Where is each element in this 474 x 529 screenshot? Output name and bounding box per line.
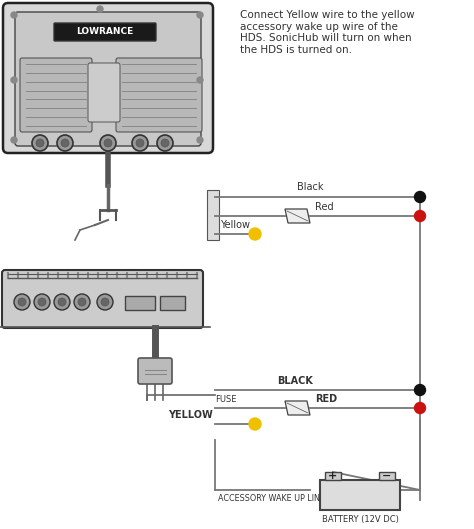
FancyBboxPatch shape (54, 23, 156, 41)
Circle shape (249, 228, 261, 240)
Circle shape (249, 418, 261, 430)
Text: BLACK: BLACK (277, 376, 313, 386)
Circle shape (136, 139, 144, 147)
Bar (320, 480, 400, 510)
FancyBboxPatch shape (3, 3, 213, 153)
Bar (325, 472, 341, 480)
Circle shape (74, 294, 90, 310)
Circle shape (11, 137, 17, 143)
FancyBboxPatch shape (20, 58, 92, 132)
Circle shape (157, 135, 173, 151)
FancyBboxPatch shape (88, 63, 120, 122)
Polygon shape (285, 401, 310, 415)
Circle shape (414, 403, 426, 414)
Bar (160, 296, 185, 310)
Text: Red: Red (315, 202, 334, 212)
Circle shape (11, 77, 17, 83)
Circle shape (32, 135, 48, 151)
Bar (379, 472, 395, 480)
Text: YELLOW: YELLOW (168, 410, 213, 420)
Text: BATTERY (12V DC): BATTERY (12V DC) (321, 515, 399, 524)
Circle shape (414, 385, 426, 396)
Text: RED: RED (315, 394, 337, 404)
Polygon shape (285, 209, 310, 223)
Circle shape (197, 12, 203, 18)
Text: −: − (383, 471, 392, 481)
Circle shape (78, 298, 86, 306)
Bar (125, 296, 155, 310)
Circle shape (104, 139, 112, 147)
Circle shape (132, 135, 148, 151)
Circle shape (97, 6, 103, 12)
Text: Black: Black (297, 182, 323, 192)
Text: FUSE: FUSE (215, 395, 237, 404)
Text: Yellow: Yellow (220, 220, 250, 230)
Text: Connect Yellow wire to the yellow
accessory wake up wire of the
HDS. SonicHub wi: Connect Yellow wire to the yellow access… (240, 10, 415, 55)
Circle shape (101, 298, 109, 306)
Circle shape (197, 77, 203, 83)
Circle shape (54, 294, 70, 310)
Circle shape (97, 294, 113, 310)
Circle shape (11, 12, 17, 18)
Circle shape (36, 139, 44, 147)
Text: +: + (328, 471, 337, 481)
Text: ACCESSORY WAKE UP LINE: ACCESSORY WAKE UP LINE (218, 494, 325, 503)
FancyBboxPatch shape (15, 12, 201, 146)
Circle shape (61, 139, 69, 147)
Circle shape (414, 191, 426, 203)
Circle shape (34, 294, 50, 310)
Text: LOWRANCE: LOWRANCE (76, 28, 134, 37)
Circle shape (38, 298, 46, 306)
Circle shape (414, 211, 426, 222)
FancyBboxPatch shape (2, 270, 203, 328)
Circle shape (57, 135, 73, 151)
Circle shape (14, 294, 30, 310)
Circle shape (18, 298, 26, 306)
Bar (207, 190, 219, 240)
Circle shape (100, 135, 116, 151)
Circle shape (197, 137, 203, 143)
Circle shape (58, 298, 66, 306)
FancyBboxPatch shape (116, 58, 202, 132)
Circle shape (161, 139, 169, 147)
FancyBboxPatch shape (138, 358, 172, 384)
